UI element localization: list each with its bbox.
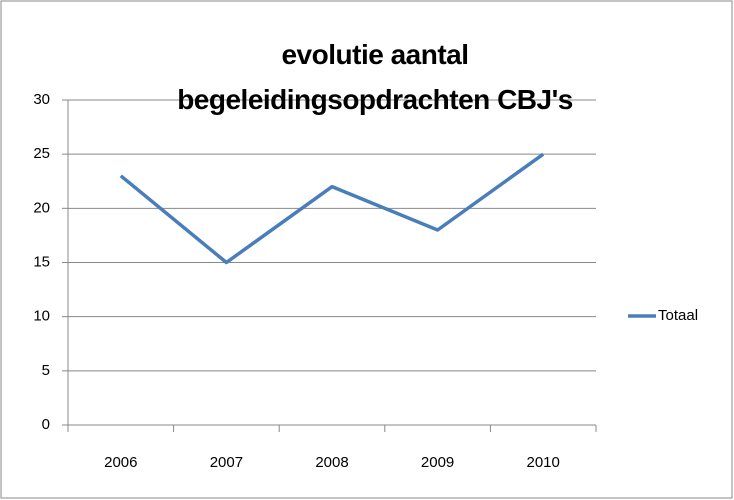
y-tick-label: 30	[33, 91, 50, 108]
x-tick-label: 2009	[421, 454, 454, 471]
x-tick-label: 2006	[104, 454, 137, 471]
x-tick-label: 2008	[315, 454, 348, 471]
x-tick-label: 2010	[527, 454, 560, 471]
chart-title: evolutie aantal begeleidingsopdrachten C…	[177, 39, 573, 115]
y-tick-label: 10	[33, 308, 50, 325]
y-tick-label: 15	[33, 253, 50, 270]
line-series	[119, 152, 545, 265]
x-tick-label: 2007	[210, 454, 243, 471]
y-tick-label: 0	[42, 416, 50, 433]
y-tick-label: 5	[42, 362, 50, 379]
y-tick-label: 20	[33, 199, 50, 216]
legend-label: Totaal	[658, 307, 698, 324]
y-tick-label: 25	[33, 145, 50, 162]
